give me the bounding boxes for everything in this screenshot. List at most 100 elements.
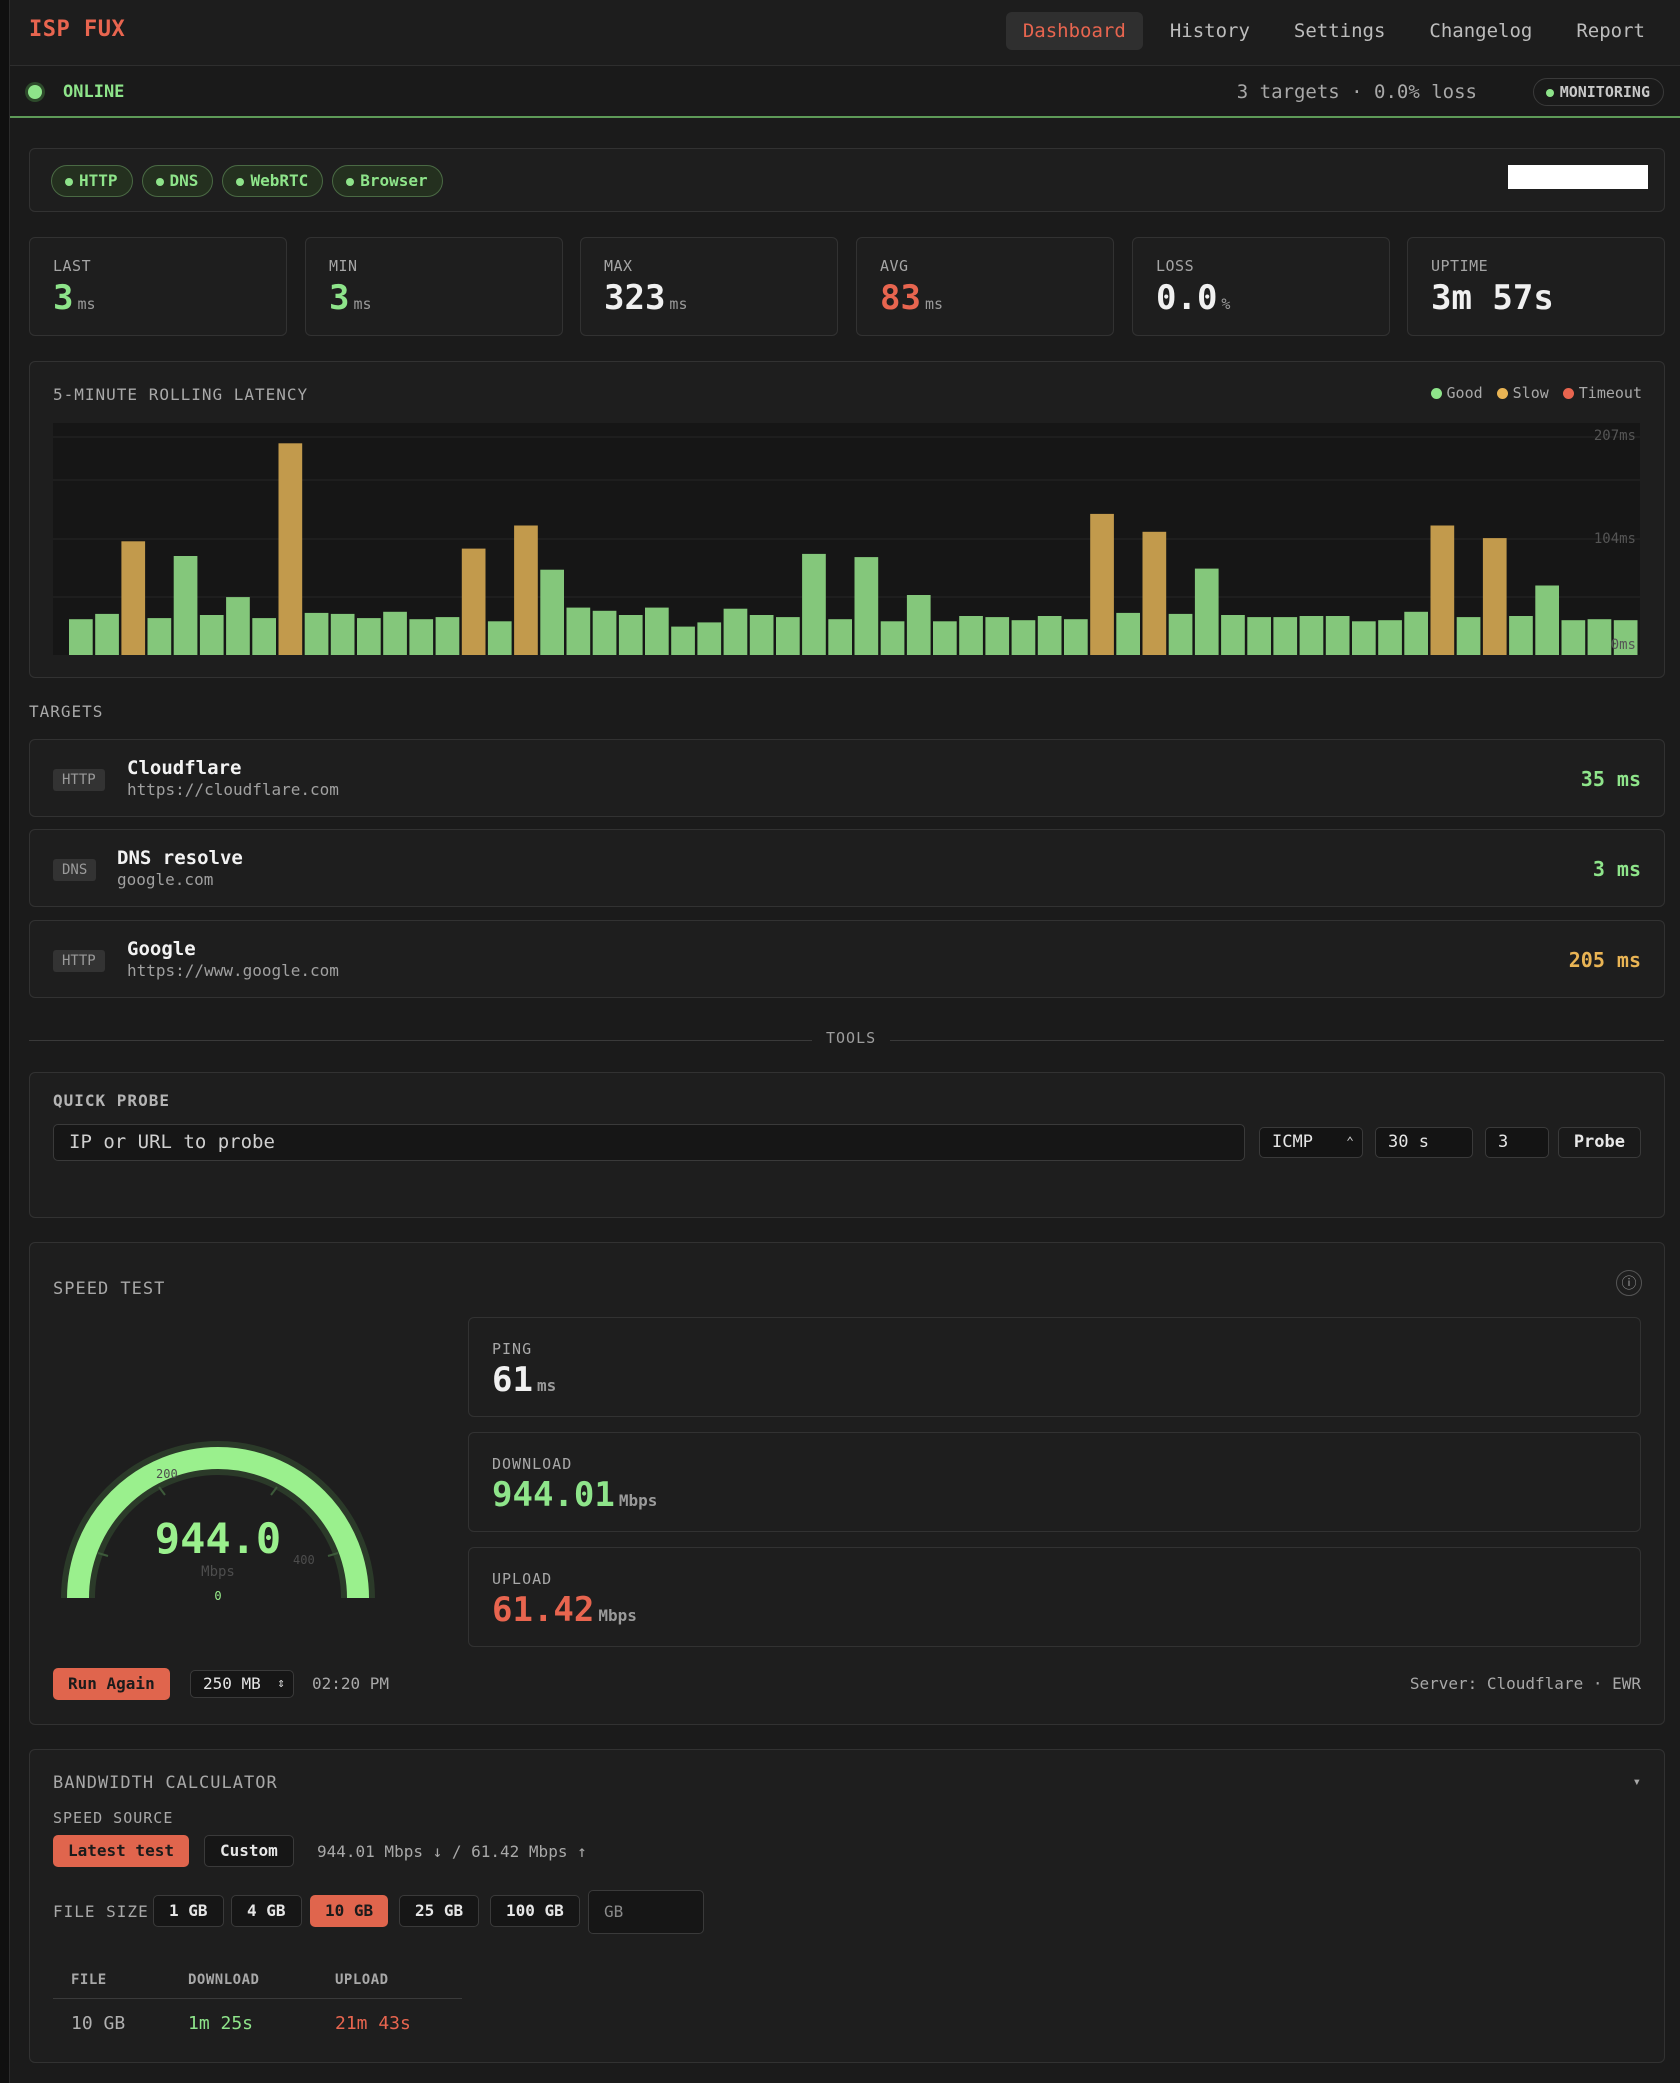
stat-value: 323 ms <box>604 278 687 318</box>
size-25gb-button[interactable]: 25 GB <box>399 1895 480 1927</box>
custom-size-input[interactable]: GB <box>588 1890 704 1934</box>
legend-label: Good <box>1446 384 1483 402</box>
stat-label: AVG <box>880 257 909 275</box>
latency-bar-chart: 207ms 104ms 0ms <box>53 423 1640 655</box>
stat-card-min: MIN 3 ms <box>305 237 563 336</box>
latency-bar <box>723 608 748 655</box>
table-header-download: DOWNLOAD <box>188 1972 260 1988</box>
stat-card-uptime: UPTIME 3m 57s <box>1407 237 1665 336</box>
stat-value: 83 ms <box>880 278 943 318</box>
latency-bar <box>95 613 119 655</box>
stat-label: UPTIME <box>1431 257 1489 275</box>
target-row-google[interactable]: HTTP Google https://www.google.com 205 m… <box>29 920 1665 998</box>
target-row-dns[interactable]: DNS DNS resolve google.com 3 ms <box>29 829 1665 907</box>
metric-unit: ms <box>536 1376 557 1395</box>
main-nav: Dashboard History Settings Changelog Rep… <box>1005 12 1662 50</box>
targets-heading: TARGETS <box>29 702 104 721</box>
legend-slow: Slow <box>1496 384 1549 402</box>
probe-button[interactable]: Probe <box>1557 1127 1641 1158</box>
server-info: Server: Cloudflare · EWR <box>1409 1674 1641 1693</box>
metric-number: 944.01 <box>492 1475 615 1515</box>
source-custom-button[interactable]: Custom <box>204 1835 294 1867</box>
latency-bar <box>252 618 276 655</box>
metric-unit: Mbps <box>598 1606 637 1625</box>
latency-bar <box>1194 568 1219 655</box>
info-icon[interactable]: ⓘ <box>1616 1270 1642 1296</box>
status-summary: 3 targets · 0.0% loss <box>1236 81 1477 103</box>
stat-label: MAX <box>604 257 633 275</box>
target-type-tag: HTTP <box>53 769 105 791</box>
size-1gb-button[interactable]: 1 GB <box>153 1895 224 1927</box>
top-bar: ISP FUX Dashboard History Settings Chang… <box>10 0 1680 66</box>
latency-bar <box>749 615 774 655</box>
collapse-caret-icon[interactable]: ▾ <box>1632 1774 1641 1790</box>
gauge-tick-label: 0 <box>214 1589 221 1603</box>
app-brand[interactable]: ISP FUX <box>29 17 126 42</box>
target-latency: 35 ms <box>1580 767 1641 791</box>
probe-chip-dns[interactable]: DNS <box>141 165 214 197</box>
latency-bar <box>1352 621 1376 655</box>
probe-chip-browser[interactable]: Browser <box>332 165 443 197</box>
nav-history[interactable]: History <box>1169 20 1250 42</box>
stat-unit: ms <box>924 295 944 313</box>
latency-bar <box>409 619 434 655</box>
probe-target-input[interactable]: IP or URL to probe <box>53 1124 1245 1161</box>
select-value: 250 MB <box>203 1674 261 1693</box>
speed-test-card: SPEED TEST ⓘ 200 400 944.0 Mbps 0 PING 6… <box>29 1242 1665 1725</box>
size-100gb-button[interactable]: 100 GB <box>490 1895 580 1927</box>
quick-probe-title: QUICK PROBE <box>53 1091 170 1110</box>
gauge-tick <box>97 1552 109 1557</box>
latency-bar <box>461 548 486 655</box>
latency-bar <box>304 612 329 655</box>
probe-chip-row: HTTP DNS WebRTC Browser <box>51 165 452 197</box>
nav-changelog[interactable]: Changelog <box>1429 20 1533 42</box>
probe-types-card: HTTP DNS WebRTC Browser <box>29 148 1665 212</box>
target-type-tag: HTTP <box>53 950 105 972</box>
probe-chip-http[interactable]: HTTP <box>51 165 133 197</box>
latency-bar <box>802 553 826 655</box>
probe-count-input[interactable]: 3 <box>1485 1127 1549 1158</box>
test-time: 02:20 PM <box>312 1674 390 1693</box>
latency-bar <box>435 617 460 655</box>
download-metric: DOWNLOAD 944.01 Mbps <box>468 1432 1641 1532</box>
monitoring-badge[interactable]: MONITORING <box>1532 78 1664 106</box>
stat-number: 323 <box>604 278 666 318</box>
metric-value: 61 ms <box>492 1360 556 1400</box>
nav-report[interactable]: Report <box>1576 20 1645 42</box>
window-edge <box>0 0 10 2083</box>
target-row-cloudflare[interactable]: HTTP Cloudflare https://cloudflare.com 3… <box>29 739 1665 817</box>
size-4gb-button[interactable]: 4 GB <box>231 1895 302 1927</box>
stat-unit: ms <box>669 295 688 313</box>
stat-unit: ms <box>353 295 372 313</box>
latency-bar <box>1456 617 1481 655</box>
latency-bar <box>854 557 879 655</box>
file-size-label: FILE SIZE <box>53 1902 149 1921</box>
latency-bar <box>1404 611 1428 655</box>
stat-unit: ms <box>77 295 96 313</box>
latency-bar <box>1613 620 1638 655</box>
latency-bar <box>645 607 669 655</box>
latency-bar <box>933 621 957 655</box>
stat-card-loss: LOSS 0.0% <box>1132 237 1390 336</box>
probe-duration-select[interactable]: 30 s <box>1375 1127 1473 1158</box>
source-latest-button[interactable]: Latest test <box>53 1835 189 1867</box>
probe-protocol-select[interactable]: ICMP ⌃ <box>1259 1127 1363 1158</box>
nav-dashboard[interactable]: Dashboard <box>1005 12 1143 50</box>
nav-settings[interactable]: Settings <box>1293 20 1386 42</box>
latency-chart-card: 5-MINUTE ROLLING LATENCY Good Slow Timeo… <box>29 361 1665 678</box>
target-latency: 3 ms <box>1592 857 1641 881</box>
size-10gb-button[interactable]: 10 GB <box>310 1895 389 1927</box>
latency-bar <box>1482 538 1507 655</box>
metric-value: 944.01 Mbps <box>492 1475 657 1515</box>
target-url: google.com <box>117 870 214 889</box>
latency-bar <box>278 443 303 655</box>
latency-bar <box>697 622 722 655</box>
probe-chip-webrtc[interactable]: WebRTC <box>222 165 324 197</box>
latency-bar <box>1509 616 1533 655</box>
gauge-tick <box>327 1552 339 1557</box>
latency-bar <box>1587 619 1612 655</box>
test-size-select[interactable]: 250 MB ⇕ <box>190 1670 294 1698</box>
latency-bar <box>330 613 355 655</box>
latency-bar <box>383 611 407 655</box>
run-again-button[interactable]: Run Again <box>53 1668 170 1700</box>
